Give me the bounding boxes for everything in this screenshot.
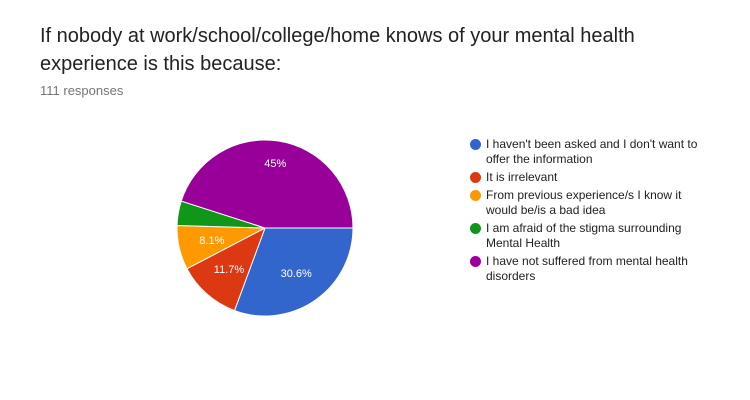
legend-label: I am afraid of the stigma surrounding Me…: [486, 221, 682, 250]
pie-slice-label-5: 45%: [264, 158, 286, 170]
legend-item-4[interactable]: I am afraid of the stigma surrounding Me…: [470, 221, 710, 251]
pie-slice-5[interactable]: [180, 139, 354, 229]
pie-slice-label-3: 8.1%: [199, 235, 224, 247]
pie-slice-label-1: 30.6%: [281, 268, 312, 280]
legend-item-1[interactable]: I haven't been asked and I don't want to…: [470, 137, 710, 167]
pie-slice-2[interactable]: [186, 226, 266, 312]
legend-label: From previous experience/s I know it wou…: [486, 188, 682, 217]
question-title: If nobody at work/school/college/home kn…: [40, 25, 635, 75]
legend-label: I have not suffered from mental health d…: [486, 254, 688, 283]
legend-swatch-icon: [470, 223, 481, 234]
legend-label: I haven't been asked and I don't want to…: [486, 137, 698, 166]
chart-legend: I haven't been asked and I don't want to…: [470, 137, 710, 287]
legend-item-3[interactable]: From previous experience/s I know it wou…: [470, 188, 710, 218]
response-count: 111 responses: [40, 83, 124, 98]
legend-swatch-icon: [470, 190, 481, 201]
pie-slices: [176, 139, 354, 317]
legend-item-5[interactable]: I have not suffered from mental health d…: [470, 254, 710, 284]
legend-item-2[interactable]: It is irrelevant: [470, 170, 710, 185]
legend-swatch-icon: [470, 256, 481, 267]
legend-swatch-icon: [470, 139, 481, 150]
legend-label: It is irrelevant: [486, 170, 558, 184]
legend-swatch-icon: [470, 172, 481, 183]
pie-slice-labels: 30.6% 11.7% 8.1% 45%: [199, 158, 312, 280]
pie-slice-label-2: 11.7%: [214, 264, 245, 276]
pie-slice-1[interactable]: [233, 227, 354, 317]
